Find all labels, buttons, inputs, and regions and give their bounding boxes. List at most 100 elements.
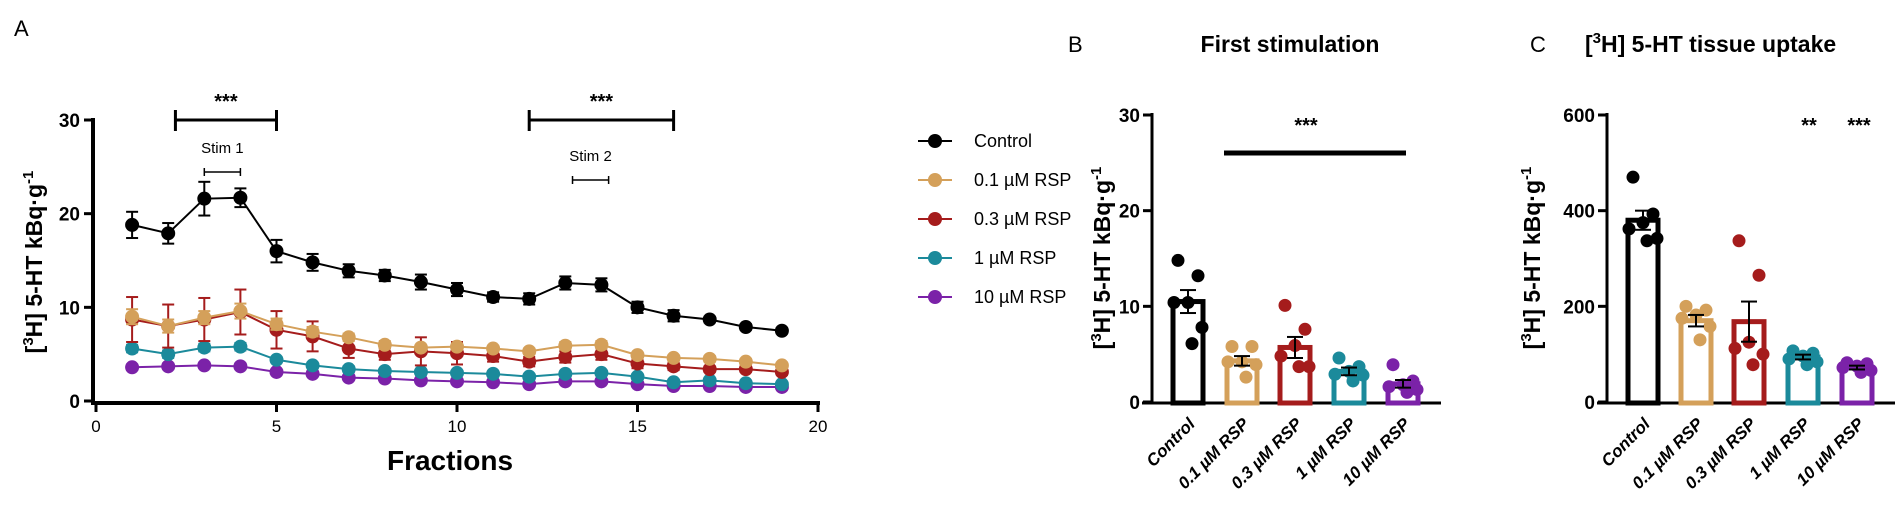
bar-group: [1782, 344, 1824, 406]
data-point: [125, 217, 140, 232]
data-point: [1622, 222, 1636, 236]
bar-group: [1274, 298, 1316, 406]
data-point: [233, 304, 248, 319]
data-point: [197, 310, 212, 325]
legend-item: 0.3 µM RSP: [918, 209, 1071, 229]
data-point: [269, 364, 284, 379]
data-point: [558, 338, 573, 353]
stim-label: Stim 2: [569, 148, 612, 165]
data-point: [341, 263, 356, 278]
legend-marker: [928, 290, 942, 304]
significance-label: ***: [590, 91, 614, 113]
data-point: [341, 341, 356, 356]
data-point: [702, 373, 717, 388]
data-point: [1732, 234, 1746, 248]
y-tick-label-b: 30: [1119, 106, 1140, 127]
significance-label: ***: [1847, 115, 1871, 137]
data-point: [413, 364, 428, 379]
y-tick-label-a: 0: [69, 392, 80, 413]
x-tick-label-a: 5: [272, 417, 281, 436]
data-point: [305, 324, 320, 339]
data-point: [1626, 170, 1640, 184]
data-point: [630, 369, 645, 384]
data-point: [774, 358, 789, 373]
data-point: [1195, 320, 1209, 334]
data-point: [1699, 303, 1713, 317]
panel-b: B First stimulation [3H] 5-HT kBq·g-1 0 1…: [1068, 31, 1441, 493]
data-point: [413, 340, 428, 355]
data-point: [233, 339, 248, 354]
data-point: [1728, 341, 1742, 355]
bar: [1170, 299, 1206, 406]
legend-item: 10 µM RSP: [918, 287, 1066, 307]
x-tick-label-a: 15: [628, 417, 647, 436]
data-point: [522, 344, 537, 359]
data-point: [1239, 370, 1253, 384]
y-tick-label-c: 400: [1563, 202, 1595, 223]
legend: Control 0.1 µM RSP 0.3 µM RSP 1 µM RSP 10 µM…: [918, 131, 1071, 307]
y-axis-label-c: [3H] 5-HT kBq·g-1: [1518, 167, 1545, 350]
data-point: [1328, 367, 1342, 381]
data-point: [305, 358, 320, 373]
data-point: [630, 348, 645, 363]
data-point: [341, 362, 356, 377]
bar-group: [1328, 351, 1370, 406]
legend-label: 0.1 µM RSP: [974, 170, 1071, 190]
data-point: [594, 337, 609, 352]
data-point: [1752, 268, 1766, 282]
data-point: [1171, 253, 1185, 267]
data-point: [1836, 361, 1850, 375]
significance-label: **: [1801, 115, 1817, 137]
series-line: [131, 196, 783, 332]
data-point: [1410, 383, 1424, 397]
data-point: [558, 275, 573, 290]
series-0-1-m-rsp: [125, 302, 789, 373]
data-point: [1746, 358, 1760, 372]
y-axis-label-b: [3H] 5-HT kBq·g-1: [1088, 167, 1115, 350]
panel-a: A [3H] 5-HT kBq·g-1 Fractions 0 10 20 30 0 5 1…: [14, 16, 1071, 476]
data-point: [377, 268, 392, 283]
bar-group: [1221, 340, 1263, 406]
legend-item: Control: [918, 131, 1032, 151]
data-point: [1675, 311, 1689, 325]
data-point: [125, 341, 140, 356]
bar-group: [1167, 253, 1209, 406]
y-tick-label-c: 200: [1563, 297, 1595, 318]
data-point: [702, 312, 717, 327]
data-point: [197, 191, 212, 206]
data-point: [1245, 340, 1259, 354]
data-point: [1292, 360, 1306, 374]
data-point: [738, 376, 753, 391]
data-point: [161, 359, 176, 374]
y-tick-label-c: 0: [1584, 393, 1595, 414]
x-tick-label-a: 0: [91, 417, 100, 436]
data-point: [1298, 322, 1312, 336]
data-point: [269, 317, 284, 332]
x-axis-label-a: Fractions: [387, 445, 513, 476]
data-point: [305, 255, 320, 270]
data-point: [594, 277, 609, 292]
data-point: [558, 349, 573, 364]
data-point: [125, 309, 140, 324]
data-point: [1278, 298, 1292, 312]
data-point: [1225, 340, 1239, 354]
significance-label: ***: [214, 91, 238, 113]
data-point: [486, 341, 501, 356]
panel-label-a: A: [14, 16, 29, 41]
y-axis-label-a: [3H] 5-HT kBq·g-1: [20, 171, 47, 354]
data-point: [1693, 333, 1707, 347]
legend-label: 0.3 µM RSP: [974, 209, 1071, 229]
data-point: [377, 364, 392, 379]
bar-group: [1836, 356, 1878, 406]
data-point: [522, 354, 537, 369]
bar: [1625, 217, 1661, 406]
data-point: [450, 282, 464, 297]
data-point: [1864, 363, 1878, 377]
data-point: [666, 308, 681, 323]
legend-label: Control: [974, 131, 1032, 151]
data-point: [702, 351, 717, 366]
data-point: [269, 352, 284, 367]
data-point: [197, 340, 212, 355]
data-point: [738, 320, 753, 335]
bar: [1277, 344, 1313, 406]
